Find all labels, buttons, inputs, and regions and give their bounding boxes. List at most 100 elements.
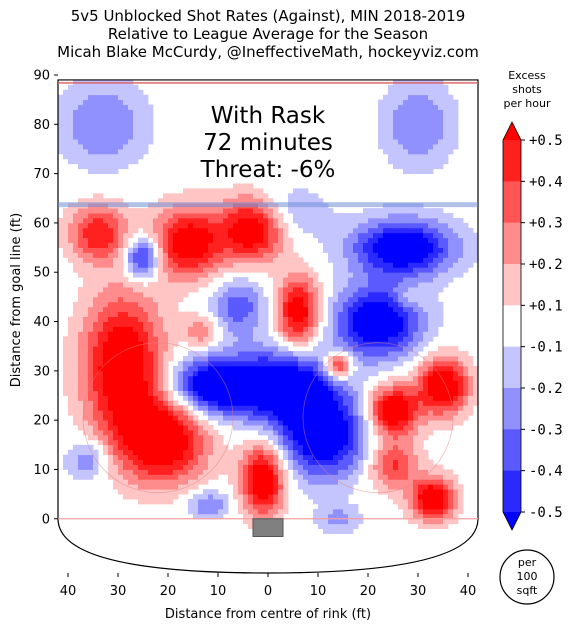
heat-cell — [63, 356, 69, 362]
heat-cell — [448, 489, 454, 495]
heat-cell — [173, 336, 179, 342]
heat-cell — [383, 277, 389, 283]
heat-cell — [313, 489, 319, 495]
heat-cell — [263, 237, 269, 244]
heat-cell — [78, 459, 84, 465]
heat-cell — [283, 331, 289, 337]
heat-cell — [83, 444, 89, 451]
heat-cell — [308, 425, 314, 431]
heat-cell — [228, 222, 234, 229]
heat-cell — [348, 503, 354, 510]
heat-cell — [418, 277, 424, 283]
heat-cell — [298, 316, 304, 322]
heat-cell — [423, 415, 429, 421]
heat-cell — [243, 227, 249, 234]
heat-cell — [443, 148, 449, 155]
heat-cell — [133, 375, 139, 382]
heat-cell — [198, 474, 204, 480]
heat-cell — [88, 213, 94, 219]
heat-cell — [123, 277, 129, 283]
heat-cell — [203, 356, 209, 362]
heat-cell — [438, 109, 444, 115]
heat-cell — [453, 139, 459, 145]
heat-cell — [108, 459, 114, 465]
heat-cell — [308, 489, 314, 495]
heat-cell — [358, 237, 364, 244]
heat-cell — [128, 434, 134, 441]
heat-cell — [113, 311, 119, 318]
heat-cell — [148, 356, 154, 362]
heat-cell — [243, 257, 249, 263]
heat-cell — [238, 405, 244, 411]
heat-cell — [408, 311, 414, 318]
heat-cell — [183, 291, 189, 298]
heat-cell — [128, 326, 134, 332]
heat-cell — [253, 360, 259, 367]
heat-cell — [403, 513, 409, 520]
heat-cell — [173, 198, 179, 204]
heat-cell — [443, 410, 449, 416]
heat-cell — [338, 454, 344, 460]
heat-cell — [198, 434, 204, 441]
heat-cell — [128, 420, 134, 426]
heat-cell — [393, 336, 399, 342]
heat-cell — [458, 503, 464, 510]
heat-cell — [278, 277, 284, 283]
heat-cell — [108, 375, 114, 382]
heat-cell — [228, 252, 234, 258]
heat-cell — [188, 499, 194, 505]
heat-cell — [93, 326, 99, 332]
heat-cell — [288, 296, 294, 303]
heat-cell — [398, 139, 404, 145]
heat-cell — [208, 395, 214, 401]
heat-cell — [293, 439, 299, 446]
heat-cell — [438, 489, 444, 495]
heat-cell — [208, 489, 214, 495]
heat-cell — [448, 400, 454, 406]
heat-cell — [373, 479, 379, 485]
heat-cell — [103, 434, 109, 441]
heat-cell — [103, 336, 109, 342]
heat-cell — [253, 365, 259, 372]
heat-cell — [383, 222, 389, 229]
heat-cell — [143, 375, 149, 382]
heat-cell — [388, 296, 394, 303]
heat-cell — [73, 311, 79, 318]
heat-cell — [373, 301, 379, 308]
heat-cell — [203, 508, 209, 515]
heat-cell — [223, 326, 229, 332]
heat-cell — [378, 380, 384, 387]
heat-cell — [438, 420, 444, 426]
heat-cell — [438, 316, 444, 322]
heat-cell — [78, 469, 84, 475]
heat-cell — [368, 227, 374, 234]
heat-cell — [188, 439, 194, 446]
heat-cell — [378, 119, 384, 125]
heat-cell — [208, 321, 214, 327]
heat-cell — [278, 464, 284, 470]
heat-cell — [108, 104, 114, 110]
heat-cell — [348, 489, 354, 495]
heat-cell — [73, 464, 79, 470]
heat-cell — [188, 282, 194, 288]
heat-cell — [293, 257, 299, 263]
heat-cell — [138, 385, 144, 391]
heat-cell — [153, 291, 159, 298]
heat-cell — [193, 479, 199, 485]
heat-cell — [338, 252, 344, 258]
heat-cell — [368, 469, 374, 475]
heat-cell — [423, 282, 429, 288]
heat-cell — [438, 351, 444, 357]
heat-cell — [263, 326, 269, 332]
heat-cell — [118, 267, 124, 273]
heat-cell — [113, 326, 119, 332]
heat-cell — [313, 198, 319, 204]
heat-cell — [473, 395, 478, 401]
heat-cell — [163, 425, 169, 431]
heat-cell — [143, 208, 149, 214]
heat-cell — [383, 336, 389, 342]
heat-cell — [378, 306, 384, 313]
heat-cell — [308, 282, 314, 288]
heat-cell — [58, 232, 64, 239]
heat-cell — [338, 370, 344, 377]
